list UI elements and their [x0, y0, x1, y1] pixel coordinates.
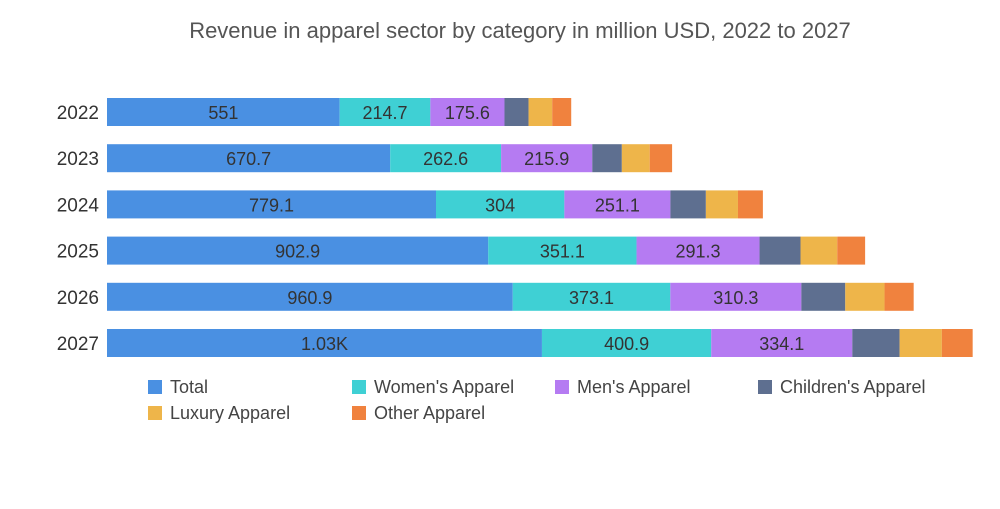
bar-segment	[759, 236, 801, 265]
data-label: 291.3	[676, 242, 721, 262]
data-label: 351.1	[540, 242, 585, 262]
bar-segment	[845, 282, 885, 311]
data-label: 960.9	[287, 288, 332, 308]
bar-segment	[852, 329, 900, 357]
bar-segment	[488, 236, 637, 265]
y-tick-label: 2025	[57, 242, 99, 263]
data-label: 310.3	[713, 288, 758, 308]
bar-segment	[107, 329, 542, 357]
y-tick-label: 2022	[57, 103, 99, 124]
bar-segment	[504, 98, 529, 126]
bar-segment	[528, 98, 553, 126]
data-label: 551	[208, 103, 238, 123]
data-label: 262.6	[423, 149, 468, 169]
legend-label: Other Apparel	[374, 403, 485, 423]
data-label: 902.9	[275, 242, 320, 262]
bar-segment	[339, 98, 431, 126]
bar-segment	[107, 190, 436, 219]
bar-segment	[649, 144, 673, 173]
legend-label: Luxury Apparel	[170, 403, 290, 423]
bar-segment	[592, 144, 622, 173]
y-tick-label: 2023	[57, 149, 99, 170]
bar-segment	[430, 98, 505, 126]
bar-segment	[107, 282, 513, 311]
bar-segment	[501, 144, 593, 173]
legend-swatch	[758, 380, 772, 394]
bar-segment	[636, 236, 760, 265]
bar-segment	[670, 190, 706, 219]
bar-segment	[801, 282, 846, 311]
legend: Total Women's Apparel Men's Apparel Childre…	[148, 377, 926, 423]
bar-segment	[941, 329, 973, 357]
bar-segment	[107, 144, 391, 173]
legend-swatch	[148, 380, 162, 394]
y-tick-label: 2027	[57, 334, 99, 355]
bar-segment	[837, 236, 866, 265]
legend-label: Total	[170, 377, 208, 397]
data-label: 670.7	[226, 149, 271, 169]
data-label: 334.1	[759, 334, 804, 354]
y-tick-label: 2024	[57, 195, 100, 216]
data-label: 251.1	[595, 195, 640, 215]
bar-segment	[705, 190, 738, 219]
legend-label: Women's Apparel	[374, 377, 514, 397]
legend-swatch	[352, 380, 366, 394]
data-label: 400.9	[604, 334, 649, 354]
bar-segment	[512, 282, 671, 311]
legend-swatch	[148, 406, 162, 420]
data-label: 373.1	[569, 288, 614, 308]
bars-layer: 2022 551 214.7 175.6 2023 670.7 262.6 215.9 2024…	[57, 98, 973, 357]
legend-label: Children's Apparel	[780, 377, 926, 397]
bar-segment	[737, 190, 763, 219]
bar-segment	[541, 329, 712, 357]
y-tick-label: 2026	[57, 288, 99, 309]
data-label: 215.9	[524, 149, 569, 169]
bar-segment	[107, 236, 489, 265]
bar-segment	[107, 98, 340, 126]
bar-segment	[884, 282, 914, 311]
data-label: 214.7	[362, 103, 407, 123]
legend-label: Men's Apparel	[577, 377, 691, 397]
bar-segment	[435, 190, 565, 219]
bar-segment	[564, 190, 671, 219]
chart-title: Revenue in apparel sector by category in…	[189, 18, 851, 43]
data-label: 175.6	[445, 103, 490, 123]
bar-segment	[552, 98, 572, 126]
bar-segment	[899, 329, 942, 357]
legend-swatch	[352, 406, 366, 420]
data-label: 779.1	[249, 195, 294, 215]
legend-swatch	[555, 380, 569, 394]
bar-segment	[800, 236, 838, 265]
bar-segment	[390, 144, 502, 173]
data-label: 304	[485, 195, 515, 215]
bar-segment	[621, 144, 650, 173]
bar-segment	[711, 329, 853, 357]
data-label: 1.03K	[301, 334, 348, 354]
bar-segment	[670, 282, 802, 311]
